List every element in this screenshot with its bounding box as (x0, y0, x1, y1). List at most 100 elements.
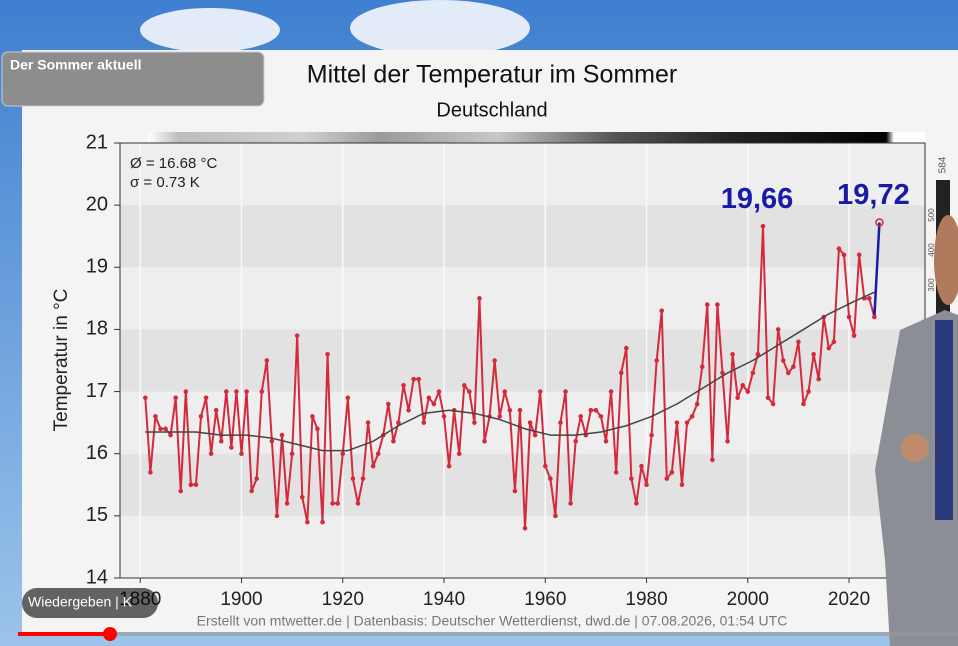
side-scale-label: 300 (927, 278, 936, 292)
data-point (294, 333, 300, 338)
data-point (411, 376, 416, 382)
data-point (208, 451, 214, 457)
y-tick-label: 21 (86, 131, 108, 153)
data-point (502, 389, 508, 394)
data-point (826, 345, 832, 351)
data-point (183, 389, 189, 394)
data-point (527, 420, 533, 425)
data-point (340, 451, 346, 457)
data-point (811, 351, 816, 357)
progress-played (18, 632, 110, 636)
data-point (254, 476, 259, 481)
data-point (573, 438, 578, 444)
data-point (755, 351, 761, 357)
data-point (507, 407, 513, 413)
annotation: 19,66 (721, 183, 794, 215)
data-point (568, 501, 573, 506)
progress-handle[interactable] (103, 627, 117, 641)
data-point (806, 389, 811, 394)
presenter-hand (901, 434, 929, 462)
y-tick-label: 19 (86, 256, 108, 278)
data-point (786, 370, 791, 376)
chart-title: Mittel der Temperatur im Sommer (307, 61, 677, 89)
data-point (725, 438, 730, 444)
data-point (593, 407, 599, 413)
data-point (264, 358, 270, 363)
data-point (436, 389, 442, 394)
data-point (598, 414, 604, 419)
data-point (654, 358, 659, 363)
data-point (163, 426, 168, 432)
data-point (299, 494, 305, 500)
data-point (467, 389, 472, 394)
data-point (244, 389, 249, 394)
grid-band (120, 267, 925, 330)
x-tick-label: 1980 (625, 589, 667, 610)
data-point (851, 333, 857, 338)
data-point (770, 401, 776, 407)
grid-band (120, 391, 925, 454)
data-point (634, 501, 639, 506)
x-tick-label: 1920 (322, 589, 364, 610)
data-point (603, 438, 609, 444)
data-point (315, 426, 320, 432)
data-point (775, 327, 781, 332)
data-point (760, 223, 766, 229)
data-point (659, 308, 665, 314)
x-tick-label: 1960 (524, 589, 566, 610)
data-point (831, 339, 837, 345)
data-point (396, 420, 401, 425)
data-point (259, 389, 265, 394)
data-point (269, 438, 275, 444)
data-point (188, 482, 194, 488)
data-point (715, 302, 720, 307)
trend-line (145, 291, 875, 452)
data-point (289, 451, 295, 457)
data-point (461, 383, 467, 388)
overlay-box (1, 51, 265, 107)
presenter (875, 215, 958, 646)
data-point (472, 420, 477, 425)
y-tick-label: 17 (86, 380, 108, 402)
data-point (699, 364, 705, 370)
data-point (239, 451, 244, 457)
data-point (512, 488, 518, 494)
source: Erstellt von mtwetter.de | Datenbasis: D… (197, 613, 788, 629)
data-point (446, 463, 452, 469)
data-point (325, 351, 330, 357)
data-point (310, 414, 315, 419)
data-point (350, 476, 356, 481)
status-pill (22, 588, 158, 618)
data-point (406, 407, 411, 413)
data-point (780, 358, 786, 363)
data-point (203, 395, 209, 401)
side-scale-label: 500 (927, 208, 936, 222)
data-point (456, 451, 462, 457)
data-point (517, 407, 523, 413)
grid-band (120, 329, 925, 392)
data-point (644, 482, 649, 488)
data-point (224, 389, 229, 394)
data-point (158, 426, 163, 432)
data-point (375, 451, 381, 457)
presenter-shirt (935, 320, 953, 520)
chart-subtitle: Deutschland (436, 99, 547, 121)
data-point (148, 470, 153, 475)
x-tick-label: 1900 (220, 589, 262, 610)
data-point (330, 501, 335, 506)
data-point (537, 389, 543, 394)
data-point (320, 519, 325, 525)
warming-stripes (148, 132, 925, 143)
data-point (168, 432, 173, 438)
progress-track[interactable] (18, 632, 958, 636)
data-point (750, 370, 756, 376)
data-point (173, 395, 178, 401)
data-point (218, 438, 224, 444)
data-point (532, 432, 538, 438)
data-point (836, 246, 842, 251)
side-scale-label: 584 (938, 156, 949, 173)
x-tick-label: 2000 (727, 589, 769, 610)
data-point (872, 314, 877, 320)
data-point (629, 476, 634, 481)
data-point (274, 513, 280, 519)
